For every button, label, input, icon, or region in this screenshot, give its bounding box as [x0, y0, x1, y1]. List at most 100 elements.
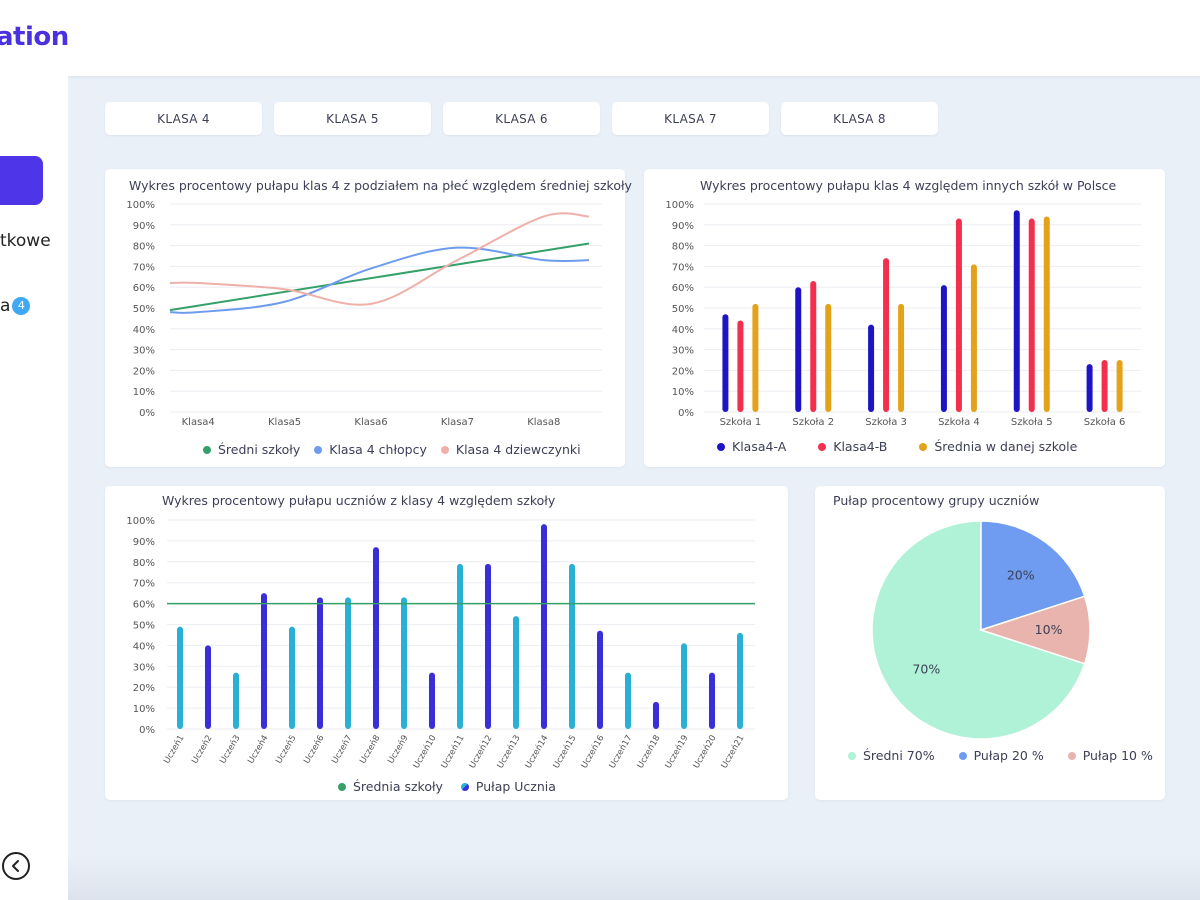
bar: [868, 324, 875, 412]
bar: [569, 563, 575, 729]
x-tick-label: Szkoła 6: [1084, 417, 1126, 428]
sidebar-item-2[interactable]: a 4: [0, 296, 31, 316]
y-tick-label: 0%: [139, 408, 155, 419]
x-tick-label: Uczeń4: [246, 734, 270, 766]
bar: [722, 314, 729, 412]
sidebar-item-2-label: a: [0, 296, 11, 316]
legend-item[interactable]: Klasa4-B: [818, 439, 887, 454]
app-logo[interactable]: ation: [0, 22, 69, 52]
legend-label: Pułap Ucznia: [475, 779, 556, 794]
legend-marker: [848, 751, 856, 760]
x-tick-label: Uczeń10: [412, 734, 439, 771]
y-tick-label: 20%: [133, 366, 155, 377]
x-tick-label: Szkoła 1: [720, 417, 762, 428]
legend-item[interactable]: Klasa4-A: [717, 439, 786, 454]
legend-label: Średni 70%: [863, 748, 935, 763]
bar: [1043, 216, 1050, 412]
collapse-sidebar-button[interactable]: [2, 852, 30, 880]
y-tick-label: 70%: [672, 262, 694, 273]
tab-klasa-5[interactable]: KLASA 5: [274, 102, 431, 135]
pie-chart-title: Pułap procentowy grupy uczniów: [833, 493, 1040, 508]
students-bar-chart-title: Wykres procentowy pułapu uczniów z klasy…: [162, 493, 556, 508]
legend-item[interactable]: Średnia szkoły: [338, 779, 443, 794]
tab-klasa-7[interactable]: KLASA 7: [612, 102, 769, 135]
tab-klasa-6[interactable]: KLASA 6: [443, 102, 600, 135]
x-tick-label: Uczeń13: [496, 734, 523, 771]
bar: [177, 626, 183, 729]
x-tick-label: Szkoła 5: [1011, 417, 1053, 428]
legend-item[interactable]: Klasa 4 dziewczynki: [440, 442, 581, 457]
legend-label: Średni szkoły: [218, 442, 301, 457]
bar: [485, 563, 491, 729]
y-tick-label: 50%: [133, 621, 155, 632]
sidebar: tkowe a 4: [0, 76, 68, 900]
bar: [373, 547, 379, 729]
legend-item[interactable]: Pułap 20 %: [958, 748, 1044, 763]
x-tick-label: Uczeń19: [664, 734, 691, 771]
legend-marker: [203, 445, 211, 454]
series-line: [169, 212, 590, 306]
bar: [597, 630, 603, 729]
legend-marker: [314, 445, 323, 454]
bar: [205, 645, 211, 729]
pie-slice: [980, 520, 1086, 632]
x-tick-label: Szkoła 3: [865, 417, 907, 428]
bar: [825, 303, 832, 412]
y-tick-label: 90%: [133, 221, 155, 232]
sidebar-item-active[interactable]: [0, 156, 43, 205]
bar: [1116, 360, 1123, 412]
legend-label: Średnia szkoły: [353, 779, 443, 794]
y-tick-label: 80%: [672, 242, 694, 253]
students-bar-chart-legend: Średnia szkoły Pułap Ucznia: [338, 779, 556, 794]
legend-item[interactable]: Średni 70%: [848, 748, 935, 763]
y-tick-label: 90%: [133, 537, 155, 548]
y-tick-label: 0%: [678, 408, 694, 419]
y-tick-label: 40%: [133, 641, 155, 652]
schools-bar-chart-card: Wykres procentowy pułapu klas 4 względem…: [644, 169, 1165, 467]
schools-bar-chart-title: Wykres procentowy pułapu klas 4 względem…: [700, 178, 1117, 193]
legend-item[interactable]: Pułap 10 %: [1067, 748, 1153, 763]
notification-badge: 4: [12, 297, 31, 315]
bar: [810, 280, 817, 412]
legend-item[interactable]: Klasa 4 chłopcy: [314, 442, 427, 457]
bar: [233, 672, 239, 729]
tab-klasa-8[interactable]: KLASA 8: [781, 102, 938, 135]
sidebar-item-1[interactable]: tkowe: [0, 231, 51, 251]
legend-label: Klasa 4 dziewczynki: [455, 442, 581, 457]
bar: [737, 320, 744, 412]
line-chart-card: Wykres procentowy pułapu klas 4 z podzia…: [105, 169, 632, 467]
x-tick-label: Uczeń12: [468, 734, 495, 771]
series-line: [169, 242, 590, 312]
bar: [429, 672, 435, 729]
y-tick-label: 80%: [133, 558, 155, 569]
x-tick-label: Klasa7: [441, 417, 474, 428]
y-tick-label: 20%: [133, 683, 155, 694]
tab-klasa-4[interactable]: KLASA 4: [105, 102, 262, 135]
x-tick-label: Klasa8: [527, 417, 560, 428]
bar: [261, 593, 267, 729]
legend-label: Klasa4-B: [833, 439, 888, 454]
legend-marker: [338, 782, 346, 791]
x-tick-label: Uczeń3: [218, 734, 242, 766]
bar: [625, 672, 631, 729]
x-tick-label: Klasa5: [268, 417, 301, 428]
y-tick-label: 60%: [672, 283, 694, 294]
line-chart: 100% 90% 80% 70% 60% 50% 40% 30% 20% 10% 0% Klasa4 K…: [126, 200, 602, 428]
y-tick-label: 100%: [126, 516, 155, 527]
x-tick-label: Uczeń15: [552, 734, 579, 771]
y-tick-label: 50%: [133, 304, 155, 315]
schools-bar-chart-legend: Klasa4-A Klasa4-B Średnia w danej szkole: [717, 439, 1077, 454]
bar: [940, 285, 947, 412]
pie-slice-label: 70%: [912, 662, 940, 677]
legend-marker: [717, 442, 725, 451]
pie-slice: [978, 595, 1091, 665]
bar: [795, 287, 802, 412]
legend-item[interactable]: Średnia w danej szkole: [919, 439, 1077, 454]
bar: [681, 643, 687, 729]
legend-label: Pułap 10 %: [1082, 748, 1153, 763]
y-tick-label: 50%: [672, 304, 694, 315]
legend-item[interactable]: Pułap Ucznia: [460, 779, 556, 794]
legend-item[interactable]: Średni szkoły: [203, 442, 300, 457]
students-bar-chart-card: Wykres procentowy pułapu uczniów z klasy…: [105, 486, 788, 800]
bar: [317, 597, 323, 729]
